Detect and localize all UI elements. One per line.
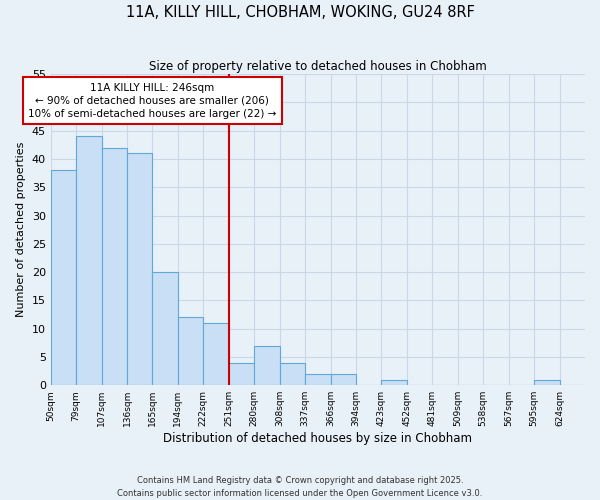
Bar bbox=[101, 148, 127, 385]
Bar bbox=[305, 374, 331, 385]
Title: Size of property relative to detached houses in Chobham: Size of property relative to detached ho… bbox=[149, 60, 487, 73]
Bar bbox=[203, 323, 229, 385]
Bar bbox=[76, 136, 101, 385]
Bar bbox=[178, 318, 203, 385]
Bar bbox=[254, 346, 280, 385]
Bar bbox=[382, 380, 407, 385]
Bar bbox=[152, 272, 178, 385]
Text: Contains HM Land Registry data © Crown copyright and database right 2025.
Contai: Contains HM Land Registry data © Crown c… bbox=[118, 476, 482, 498]
Bar bbox=[50, 170, 76, 385]
Bar bbox=[331, 374, 356, 385]
Bar bbox=[127, 154, 152, 385]
X-axis label: Distribution of detached houses by size in Chobham: Distribution of detached houses by size … bbox=[163, 432, 472, 445]
Bar bbox=[280, 362, 305, 385]
Text: 11A, KILLY HILL, CHOBHAM, WOKING, GU24 8RF: 11A, KILLY HILL, CHOBHAM, WOKING, GU24 8… bbox=[125, 5, 475, 20]
Bar bbox=[534, 380, 560, 385]
Y-axis label: Number of detached properties: Number of detached properties bbox=[16, 142, 26, 318]
Text: 11A KILLY HILL: 246sqm
← 90% of detached houses are smaller (206)
10% of semi-de: 11A KILLY HILL: 246sqm ← 90% of detached… bbox=[28, 82, 277, 119]
Bar bbox=[229, 362, 254, 385]
